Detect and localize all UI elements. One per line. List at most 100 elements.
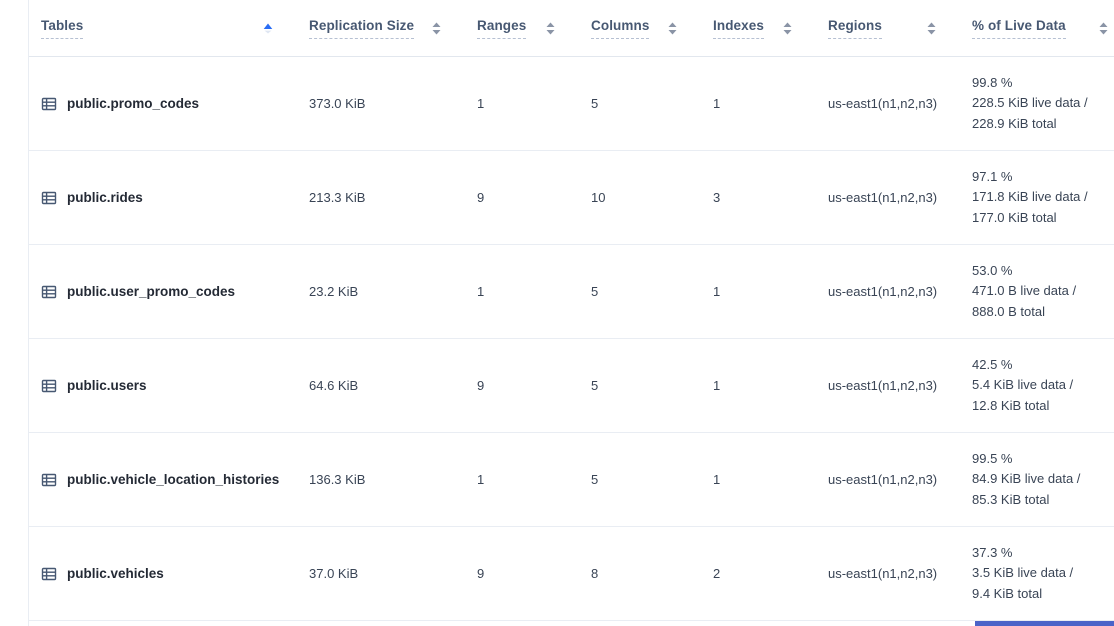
indexes-value: 3	[713, 190, 721, 205]
table-name-link[interactable]: public.vehicles	[67, 566, 164, 581]
columns-value: 10	[591, 190, 606, 205]
live-data-cell: 99.8 % 228.5 KiB live data / 228.9 KiB t…	[972, 57, 1114, 150]
indexes-value: 2	[713, 566, 721, 581]
column-header-replication-size[interactable]: Replication Size	[309, 0, 477, 56]
sort-carets-icon[interactable]	[1099, 22, 1108, 35]
column-header-label: Replication Size	[309, 18, 415, 39]
indexes-value: 1	[713, 472, 721, 487]
total-data-amount: 12.8 KiB total	[972, 397, 1050, 413]
columns-value: 8	[591, 566, 599, 581]
column-header-label: Columns	[591, 18, 650, 39]
table-icon	[41, 284, 57, 300]
replication-size-value: 213.3 KiB	[309, 190, 366, 205]
table-row[interactable]: public.user_promo_codes 23.2 KiB 1 5 1 u…	[29, 245, 1114, 339]
sort-carets-icon[interactable]	[927, 22, 936, 35]
column-header-label: % of Live Data	[972, 18, 1066, 39]
live-percent: 53.0 %	[972, 262, 1013, 278]
table-name-cell: public.promo_codes	[29, 57, 309, 150]
live-data-amount: 3.5 KiB live data /	[972, 565, 1074, 581]
column-header-ranges[interactable]: Ranges	[477, 0, 591, 56]
ranges-value: 9	[477, 566, 485, 581]
indexes-value: 1	[713, 378, 721, 393]
regions-value: us-east1(n1,n2,n3)	[828, 566, 938, 581]
table-icon	[41, 566, 57, 582]
replication-size-value: 37.0 KiB	[309, 566, 359, 581]
replication-size-value: 64.6 KiB	[309, 378, 359, 393]
total-data-amount: 85.3 KiB total	[972, 491, 1050, 507]
columns-value: 5	[591, 472, 599, 487]
indexes-value: 1	[713, 96, 721, 111]
live-percent: 42.5 %	[972, 356, 1013, 372]
sort-carets-icon[interactable]	[546, 22, 555, 35]
table-name-link[interactable]: public.rides	[67, 190, 143, 205]
column-header-regions[interactable]: Regions	[828, 0, 972, 56]
regions-value: us-east1(n1,n2,n3)	[828, 378, 938, 393]
table-icon	[41, 96, 57, 112]
column-header-live-data[interactable]: % of Live Data	[972, 0, 1114, 56]
total-data-amount: 177.0 KiB total	[972, 209, 1057, 225]
table-row[interactable]: public.users 64.6 KiB 9 5 1 us-east1(n1,…	[29, 339, 1114, 433]
column-header-tables[interactable]: Tables	[29, 0, 309, 56]
total-data-amount: 9.4 KiB total	[972, 585, 1043, 601]
column-header-label: Ranges	[477, 18, 527, 39]
replication-size-value: 136.3 KiB	[309, 472, 366, 487]
column-header-indexes[interactable]: Indexes	[713, 0, 828, 56]
columns-value: 5	[591, 284, 599, 299]
horizontal-scrollbar-thumb[interactable]	[975, 621, 1114, 626]
table-name-link[interactable]: public.users	[67, 378, 147, 393]
regions-value: us-east1(n1,n2,n3)	[828, 472, 938, 487]
regions-value: us-east1(n1,n2,n3)	[828, 96, 938, 111]
table-name-link[interactable]: public.promo_codes	[67, 96, 200, 111]
ranges-value: 9	[477, 378, 485, 393]
live-data-amount: 171.8 KiB live data /	[972, 189, 1088, 205]
ranges-value: 9	[477, 190, 485, 205]
table-row[interactable]: public.vehicles 37.0 KiB 9 8 2 us-east1(…	[29, 527, 1114, 621]
column-header-label: Tables	[41, 18, 84, 39]
sort-asc-active-icon[interactable]	[263, 23, 273, 34]
total-data-amount: 228.9 KiB total	[972, 115, 1057, 131]
table-header: Tables Replication Size Ranges Columns I…	[29, 0, 1114, 57]
table-name-cell: public.vehicle_location_histories	[29, 433, 309, 526]
live-percent: 37.3 %	[972, 544, 1013, 560]
table-row[interactable]: public.promo_codes 373.0 KiB 1 5 1 us-ea…	[29, 57, 1114, 151]
live-data-amount: 228.5 KiB live data /	[972, 95, 1088, 111]
regions-value: us-east1(n1,n2,n3)	[828, 190, 938, 205]
live-data-cell: 53.0 % 471.0 B live data / 888.0 B total	[972, 245, 1114, 338]
table-name-cell: public.user_promo_codes	[29, 245, 309, 338]
table-name-link[interactable]: public.user_promo_codes	[67, 284, 236, 299]
live-data-cell: 42.5 % 5.4 KiB live data / 12.8 KiB tota…	[972, 339, 1114, 432]
ranges-value: 1	[477, 284, 485, 299]
replication-size-value: 373.0 KiB	[309, 96, 366, 111]
live-percent: 99.8 %	[972, 74, 1013, 90]
sort-carets-icon[interactable]	[783, 22, 792, 35]
columns-value: 5	[591, 96, 599, 111]
live-data-amount: 471.0 B live data /	[972, 283, 1077, 299]
table-icon	[41, 472, 57, 488]
live-data-amount: 84.9 KiB live data /	[972, 471, 1081, 487]
tables-panel: Tables Replication Size Ranges Columns I…	[28, 0, 1114, 626]
indexes-value: 1	[713, 284, 721, 299]
total-data-amount: 888.0 B total	[972, 303, 1045, 319]
column-header-label: Regions	[828, 18, 882, 39]
regions-value: us-east1(n1,n2,n3)	[828, 284, 938, 299]
live-data-cell: 99.5 % 84.9 KiB live data / 85.3 KiB tot…	[972, 433, 1114, 526]
live-percent: 97.1 %	[972, 168, 1013, 184]
table-name-cell: public.rides	[29, 151, 309, 244]
table-row[interactable]: public.rides 213.3 KiB 9 10 3 us-east1(n…	[29, 151, 1114, 245]
live-data-amount: 5.4 KiB live data /	[972, 377, 1074, 393]
replication-size-value: 23.2 KiB	[309, 284, 359, 299]
live-percent: 99.5 %	[972, 450, 1013, 466]
table-icon	[41, 190, 57, 206]
ranges-value: 1	[477, 472, 485, 487]
live-data-cell: 97.1 % 171.8 KiB live data / 177.0 KiB t…	[972, 151, 1114, 244]
table-icon	[41, 378, 57, 394]
table-row[interactable]: public.vehicle_location_histories 136.3 …	[29, 433, 1114, 527]
table-name-cell: public.vehicles	[29, 527, 309, 620]
sort-carets-icon[interactable]	[432, 22, 441, 35]
table-name-link[interactable]: public.vehicle_location_histories	[67, 472, 280, 487]
column-header-label: Indexes	[713, 18, 764, 39]
column-header-columns[interactable]: Columns	[591, 0, 713, 56]
columns-value: 5	[591, 378, 599, 393]
sort-carets-icon[interactable]	[668, 22, 677, 35]
ranges-value: 1	[477, 96, 485, 111]
